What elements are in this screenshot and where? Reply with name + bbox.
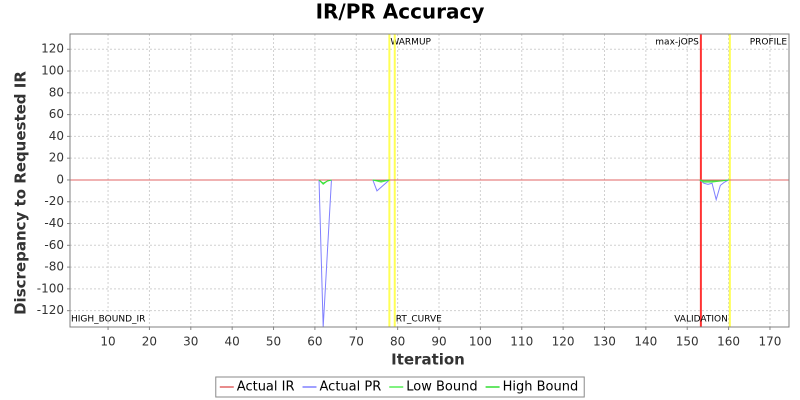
y-tick-label: 20	[49, 151, 64, 165]
x-tick-label: 20	[142, 335, 157, 349]
x-tick-label: 80	[390, 335, 405, 349]
plot-area	[70, 34, 789, 327]
x-tick-label: 110	[510, 335, 533, 349]
y-tick-label: -120	[37, 303, 64, 317]
legend: Actual IR Actual PR Low Bound High Bound	[215, 376, 585, 398]
x-tick-label: 170	[759, 335, 782, 349]
x-tick-label: 60	[307, 335, 322, 349]
y-tick-label: 40	[49, 129, 64, 143]
x-axis-label: Iteration	[391, 351, 465, 369]
marker-label: PROFILE	[750, 38, 788, 48]
y-axis-label: Discrepancy to Requested IR	[12, 71, 30, 315]
marker-label: HIGH_BOUND_IR	[71, 315, 145, 325]
y-tick-label: -80	[44, 260, 64, 274]
x-tick-label: 140	[634, 335, 657, 349]
y-tick-label: 60	[49, 107, 64, 121]
x-tick-label: 40	[225, 335, 240, 349]
y-tick-label: -40	[44, 216, 64, 230]
y-tick-label: 0	[56, 172, 64, 186]
x-tick-label: 130	[593, 335, 616, 349]
chart-title: IR/PR Accuracy	[316, 0, 485, 24]
legend-label: Actual IR	[237, 380, 295, 395]
plot-border	[69, 33, 790, 328]
legend-label: High Bound	[503, 380, 579, 395]
y-tick-label: -100	[37, 281, 64, 295]
y-tick-label: -60	[44, 238, 64, 252]
x-tick-label: 30	[183, 335, 198, 349]
x-tick-label: 150	[676, 335, 699, 349]
x-tick-label: 90	[431, 335, 446, 349]
x-tick-label: 160	[717, 335, 740, 349]
y-tick-label: 100	[41, 64, 64, 78]
series-line	[318, 179, 729, 184]
y-tick-label: -20	[44, 194, 64, 208]
legend-label: Low Bound	[406, 380, 477, 395]
x-tick-label: 100	[469, 335, 492, 349]
x-tick-label: 50	[266, 335, 281, 349]
marker-label: RT_CURVE	[396, 315, 442, 325]
y-tick-label: 120	[41, 42, 64, 56]
x-tick-label: 10	[100, 335, 115, 349]
marker-label: WARMUP	[390, 38, 431, 48]
legend-label: Actual PR	[320, 380, 382, 395]
x-tick-label: 120	[552, 335, 575, 349]
marker-label: max-jOPS	[655, 38, 699, 48]
x-tick-label: 70	[349, 335, 364, 349]
y-tick-label: 80	[49, 85, 64, 99]
marker-label: VALIDATION	[674, 315, 728, 325]
